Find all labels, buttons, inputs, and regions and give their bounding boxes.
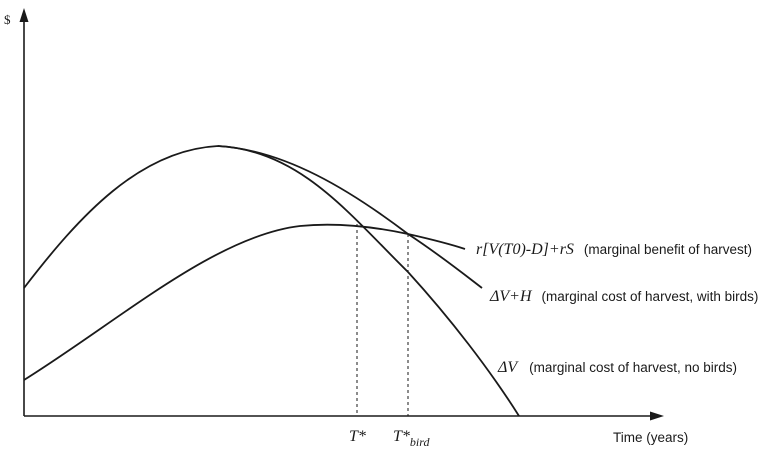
y-axis-label: $ — [4, 12, 11, 27]
marginal-cost-with-birds-curve — [217, 145, 483, 289]
t-star-label: T* — [349, 428, 366, 445]
benefit-formula: r[V(T0)-D]+rS — [476, 241, 574, 258]
marginal-cost-no-birds-curve — [23, 145, 520, 417]
t-bird-main: T* — [393, 428, 410, 445]
marginal-benefit-curve — [23, 223, 466, 381]
cost-nobirds-curve-label: ΔV (marginal cost of harvest, no birds) — [497, 359, 737, 376]
x-axis-arrow — [650, 411, 664, 421]
y-axis-arrow — [19, 8, 29, 22]
cost-birds-curve-label: ΔV+H (marginal cost of harvest, with bir… — [489, 288, 758, 305]
t-bird-subscript: bird — [410, 435, 431, 449]
cost-birds-formula: ΔV+H — [489, 288, 533, 305]
benefit-curve-label: r[V(T0)-D]+rS (marginal benefit of harve… — [476, 241, 752, 258]
x-axis-label: Time (years) — [613, 430, 688, 445]
cost-nobirds-description: (marginal cost of harvest, no birds) — [529, 360, 737, 375]
cost-nobirds-formula: ΔV — [497, 359, 519, 376]
benefit-description: (marginal benefit of harvest) — [584, 242, 752, 257]
t-bird-label: T*bird — [393, 428, 430, 449]
cost-birds-description: (marginal cost of harvest, with birds) — [542, 289, 759, 304]
